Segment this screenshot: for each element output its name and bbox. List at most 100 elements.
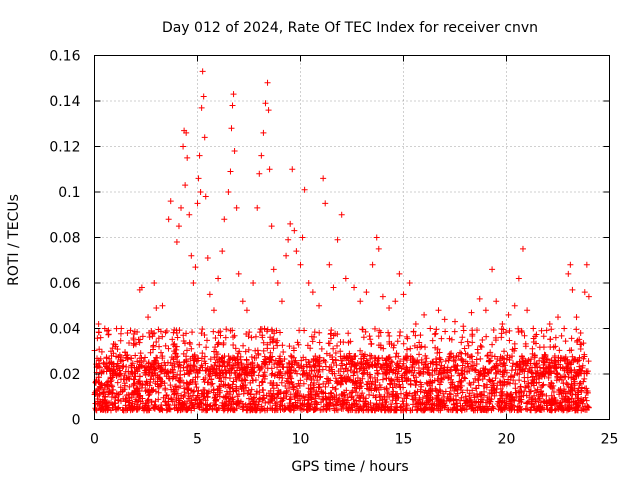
data-point <box>430 406 437 413</box>
data-point <box>529 345 536 352</box>
data-point <box>433 326 440 333</box>
data-point <box>316 374 323 381</box>
data-point <box>300 354 307 361</box>
data-point <box>168 396 175 403</box>
data-point <box>327 399 334 406</box>
data-point <box>167 198 174 205</box>
data-point <box>435 307 442 314</box>
data-point <box>396 381 403 388</box>
data-point <box>95 329 102 336</box>
data-point <box>554 370 561 377</box>
data-point <box>311 329 318 336</box>
data-point <box>170 388 177 395</box>
data-point <box>218 355 225 362</box>
data-point <box>207 356 214 363</box>
data-point <box>248 386 255 393</box>
data-point <box>345 330 352 337</box>
data-point <box>316 339 323 346</box>
data-point <box>150 342 157 349</box>
data-point <box>575 372 582 379</box>
data-point <box>427 325 434 332</box>
data-point <box>184 406 191 413</box>
data-point <box>235 270 242 277</box>
data-point <box>451 328 458 335</box>
data-point <box>94 395 101 402</box>
data-point <box>200 93 207 100</box>
data-point <box>162 398 169 405</box>
data-point <box>312 353 319 360</box>
grid-lines <box>94 55 610 420</box>
data-point <box>565 373 572 380</box>
data-point <box>203 344 210 351</box>
data-point <box>347 377 354 384</box>
data-point <box>573 314 580 321</box>
data-point <box>548 326 555 333</box>
data-point <box>120 376 127 383</box>
data-point <box>482 307 489 314</box>
data-point <box>412 389 419 396</box>
data-point <box>417 344 424 351</box>
data-point <box>184 154 191 161</box>
data-point <box>376 391 383 398</box>
data-point <box>232 374 239 381</box>
data-point <box>432 330 439 337</box>
data-point <box>197 364 204 371</box>
data-point <box>555 314 561 321</box>
data-point <box>396 332 403 339</box>
data-point <box>375 245 382 252</box>
data-point <box>558 332 565 339</box>
data-point <box>278 379 285 386</box>
data-point <box>332 357 339 364</box>
data-point <box>278 298 285 305</box>
data-point <box>469 339 476 346</box>
data-point <box>243 307 250 314</box>
data-point <box>250 280 257 286</box>
data-point <box>308 376 315 383</box>
data-point <box>216 375 223 382</box>
data-point <box>382 370 389 377</box>
data-point <box>523 400 530 407</box>
data-point <box>496 378 503 385</box>
data-point <box>400 291 407 298</box>
data-point <box>196 341 203 348</box>
data-point <box>327 389 334 396</box>
data-point <box>392 298 399 305</box>
data-point <box>266 166 273 173</box>
data-point <box>499 388 506 395</box>
data-point <box>212 401 219 408</box>
data-point <box>396 270 403 277</box>
data-point <box>519 245 526 252</box>
data-point <box>353 385 360 392</box>
data-point <box>359 390 366 397</box>
data-point <box>476 295 483 302</box>
data-point <box>162 385 169 392</box>
data-point <box>477 355 484 362</box>
data-point <box>132 352 139 359</box>
data-point <box>117 337 124 344</box>
data-point <box>158 349 165 356</box>
data-point <box>300 380 307 387</box>
data-point <box>521 332 528 339</box>
data-point <box>543 327 550 334</box>
y-tick-label: 0.14 <box>49 94 80 110</box>
data-point <box>479 376 486 383</box>
data-point <box>258 152 265 159</box>
data-point <box>412 320 419 327</box>
data-point <box>334 342 341 349</box>
data-point <box>182 182 189 189</box>
data-point <box>297 261 304 268</box>
data-point <box>479 337 486 344</box>
data-point <box>445 375 452 382</box>
data-point <box>569 353 576 360</box>
data-point <box>503 356 510 363</box>
y-tick-label: 0.04 <box>49 322 80 338</box>
data-point <box>194 200 201 207</box>
data-point <box>517 383 524 390</box>
data-point <box>301 327 308 334</box>
data-point <box>326 261 333 268</box>
data-point <box>573 326 580 333</box>
y-axis-title: ROTI / TECUs <box>6 194 22 286</box>
data-point <box>223 326 230 333</box>
data-point <box>156 383 163 390</box>
data-point <box>429 337 436 344</box>
